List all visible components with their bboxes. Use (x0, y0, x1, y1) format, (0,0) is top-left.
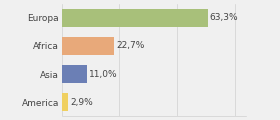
Bar (62, 65, 87, 83)
Text: 2,9%: 2,9% (70, 98, 93, 107)
Text: 22,7%: 22,7% (116, 41, 144, 50)
Bar (62, 9, 208, 27)
Text: 63,3%: 63,3% (210, 13, 238, 22)
Bar (62, 37, 114, 55)
Text: 11,0%: 11,0% (89, 70, 118, 79)
Bar (62, 93, 68, 111)
